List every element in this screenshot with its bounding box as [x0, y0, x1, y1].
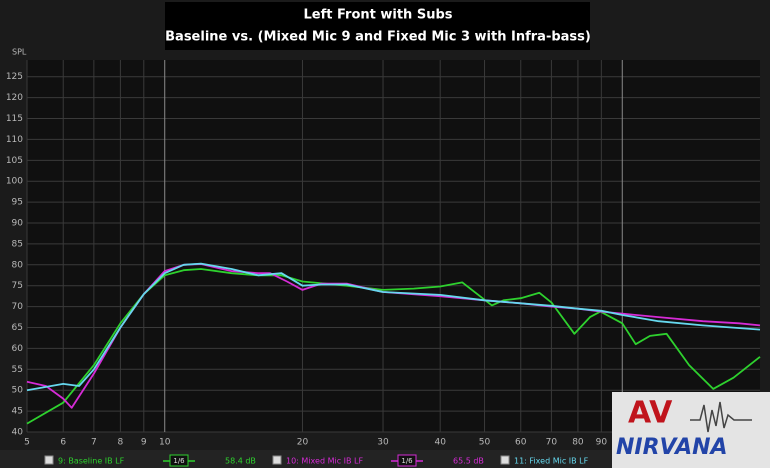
logo-name: NIRVANA — [616, 435, 728, 460]
chart-subtitle: Baseline vs. (Mixed Mic 9 and Fixed Mic … — [165, 30, 591, 45]
y-tick-label: 60 — [12, 344, 24, 354]
x-tick-label: 80 — [572, 438, 584, 448]
series-line — [26, 268, 761, 425]
logo-mark: AV — [628, 396, 673, 431]
y-tick-label: 90 — [12, 219, 24, 229]
x-tick-label: 50 — [479, 438, 491, 448]
x-tick-label: 70 — [546, 438, 558, 448]
legend-name: 9: Baseline IB LF — [58, 457, 125, 466]
y-tick-label: 110 — [6, 135, 23, 145]
plot-area — [27, 60, 760, 432]
x-tick-label: 9 — [141, 438, 147, 448]
y-tick-label: 105 — [6, 156, 23, 166]
y-tick-label: 95 — [12, 198, 23, 208]
y-tick-label: 65 — [12, 323, 23, 333]
x-tick-label: 40 — [434, 438, 446, 448]
legend-bar — [0, 450, 770, 468]
y-tick-label: 115 — [6, 114, 23, 124]
y-tick-label: 70 — [12, 302, 24, 312]
x-tick-label: 20 — [297, 438, 309, 448]
y-tick-label: 40 — [12, 428, 24, 438]
x-tick-label: 7 — [91, 438, 97, 448]
y-tick-label: 85 — [12, 239, 23, 249]
legend-checkbox — [272, 455, 282, 465]
legend-smoothing-box — [169, 454, 189, 467]
legend-smoothing: 1/6 — [401, 457, 413, 465]
x-tick-label: 8 — [118, 438, 124, 448]
y-tick-label: 120 — [6, 93, 23, 103]
y-axis-label: SPL — [12, 48, 27, 57]
legend-smoothing-box — [397, 454, 417, 467]
y-tick-label: 45 — [12, 407, 23, 417]
x-tick-label: 30 — [377, 438, 389, 448]
x-tick-label: 90 — [596, 438, 608, 448]
legend-name: 10: Mixed Mic IB LF — [286, 457, 363, 466]
legend-checkbox — [500, 455, 510, 465]
x-tick-label: 5 — [24, 438, 30, 448]
x-tick-label: 60 — [515, 438, 527, 448]
logo-box — [612, 392, 770, 468]
y-tick-label: 100 — [6, 177, 23, 187]
y-tick-label: 80 — [12, 260, 24, 270]
y-tick-label: 75 — [12, 281, 23, 291]
chart-title: Left Front with Subs — [303, 8, 452, 23]
legend-checkbox — [44, 455, 54, 465]
y-tick-label: 55 — [12, 365, 23, 375]
legend-name: 11: Fixed Mic IB LF — [514, 457, 589, 466]
x-tick-label: 10 — [159, 438, 171, 448]
series-line — [26, 262, 761, 392]
y-tick-label: 125 — [6, 72, 23, 82]
legend-level: 65.5 dB — [453, 457, 484, 466]
x-tick-label: 6 — [60, 438, 66, 448]
y-tick-label: 50 — [12, 386, 24, 396]
title-box — [165, 2, 590, 50]
logo-wave — [690, 401, 752, 433]
legend-smoothing: 1/6 — [173, 457, 185, 465]
logo: AV NIRVANA — [612, 392, 770, 468]
legend-level: 58.4 dB — [225, 457, 256, 466]
